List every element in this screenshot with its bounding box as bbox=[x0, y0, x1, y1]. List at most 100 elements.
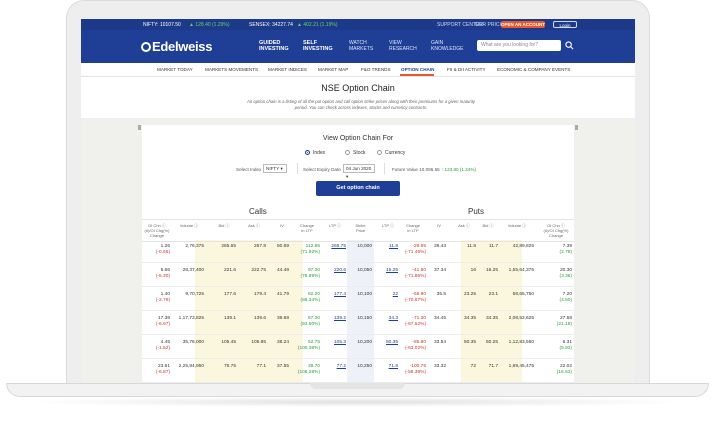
cell-p-ltp[interactable]: 22 bbox=[392, 292, 398, 297]
sub-nav: MARKET TODAY MARKETS MOVEMENTS MARKET IN… bbox=[81, 63, 635, 77]
cell-p-bid: 23.1 bbox=[488, 292, 498, 297]
brand-logo[interactable]: Edelweiss bbox=[141, 39, 212, 54]
view-option-chain-heading: View Option Chain For bbox=[322, 135, 394, 142]
header-call-oi: OI Chn ⓘ (#)/OI Chg(%) Change bbox=[144, 223, 170, 238]
sensex-value: SENSEX: 34227.74 bbox=[249, 22, 293, 28]
radio-selected-icon bbox=[305, 150, 310, 155]
main-nav: Edelweiss GUIDED INVESTING SELF INVESTING … bbox=[81, 30, 635, 63]
cell-p-iv: 33.54 bbox=[433, 340, 446, 345]
subnav-fii-dii-activity[interactable]: FII & DII ACTIVITY bbox=[447, 67, 486, 72]
radio-empty-icon bbox=[345, 150, 350, 155]
cell-p-iv: 39.43 bbox=[433, 244, 446, 249]
nav-guided-investing[interactable]: GUIDED INVESTING bbox=[259, 40, 289, 52]
cell-p-ltp[interactable]: 34.3 bbox=[388, 316, 398, 321]
header-call-ltp: LTP ⓘ bbox=[328, 223, 342, 228]
cell-c-iv: 39.68 bbox=[276, 316, 289, 321]
subnav-fo-trends[interactable]: F&O TRENDS bbox=[361, 67, 391, 72]
cell-strike: 10,000 bbox=[357, 244, 372, 249]
cell-c-ask: 267.8 bbox=[253, 244, 266, 249]
cell-c-bid: 265.65 bbox=[221, 244, 236, 249]
puts-highlight bbox=[461, 240, 522, 383]
cell-p-ask: 72 bbox=[470, 364, 476, 369]
cell-strike: 10,050 bbox=[357, 268, 372, 273]
cell-p-bid: 50.25 bbox=[485, 340, 498, 345]
cell-c-ltp[interactable]: 105.3 bbox=[333, 340, 346, 345]
nav-watch-markets[interactable]: WATCH MARKETS bbox=[349, 40, 374, 52]
cell-p-oi: 7.20 (4.50) bbox=[559, 292, 572, 303]
cell-c-oi: 1.26 (-0.65) bbox=[155, 244, 170, 255]
cell-c-ltp[interactable]: 177.4 bbox=[333, 292, 346, 297]
cell-p-chg: -71.30 (-67.52%) bbox=[404, 316, 426, 327]
cell-c-ltp[interactable]: 77.2 bbox=[336, 364, 346, 369]
cell-c-vol: 28,37,400 bbox=[182, 268, 204, 273]
cell-c-ltp[interactable]: 139.2 bbox=[333, 316, 346, 321]
header-strike: Strike Price bbox=[355, 223, 366, 233]
cell-p-iv: 37.34 bbox=[433, 268, 446, 273]
radio-index[interactable]: Index bbox=[305, 150, 325, 156]
header-call-change: Change in LTP bbox=[299, 223, 314, 233]
cell-p-bid: 71.7 bbox=[488, 364, 498, 369]
search-input[interactable]: What are you looking for? bbox=[477, 40, 561, 51]
cell-c-oi: 4.45 (-1.52) bbox=[155, 340, 170, 351]
subnav-economic-events[interactable]: ECONOMIC & COMPANY EVENTS bbox=[497, 67, 571, 72]
subnav-market-today[interactable]: MARKET TODAY bbox=[157, 67, 193, 72]
calls-label: Calls bbox=[249, 207, 267, 216]
nav-gain-knowledge[interactable]: GAIN KNOWLEDGE bbox=[431, 40, 464, 52]
cell-p-iv: 34.45 bbox=[433, 316, 446, 321]
cell-c-ltp[interactable]: 220.6 bbox=[333, 268, 346, 273]
cell-strike: 10,250 bbox=[357, 364, 372, 369]
table-row: 17.38 (-6.97) 1,17,73,825 139.1 139.6 39.68 67… bbox=[142, 312, 574, 335]
sensex-change: ▲ 402.21 (1.19%) bbox=[297, 22, 338, 28]
cell-p-ltp[interactable]: 11.8 bbox=[389, 244, 398, 249]
strike-column-bg bbox=[347, 240, 374, 383]
cell-c-oi: 1.40 (-2.79) bbox=[155, 292, 170, 303]
header-put-oi: OI Chn ⓘ (#)/OI Chg(%) Change bbox=[543, 223, 569, 238]
cell-p-ask: 16 bbox=[470, 268, 476, 273]
nav-self-investing[interactable]: SELF INVESTING bbox=[303, 40, 333, 52]
cell-p-ltp[interactable]: 50.35 bbox=[385, 340, 398, 345]
cell-c-iv: 41.79 bbox=[276, 292, 289, 297]
cell-c-ask: 139.6 bbox=[253, 316, 266, 321]
cell-p-bid: 11.7 bbox=[489, 244, 498, 249]
cell-p-ltp[interactable]: 15.25 bbox=[385, 268, 398, 273]
cell-c-chg: 39.70 (106.28%) bbox=[297, 364, 320, 375]
cell-p-chg: -41.50 (-71.86%) bbox=[404, 268, 426, 279]
radio-currency[interactable]: Currency bbox=[377, 150, 405, 156]
index-select[interactable]: NIFTY ▾ bbox=[263, 164, 287, 173]
subnav-option-chain[interactable]: OPTION CHAIN bbox=[401, 67, 435, 72]
cell-c-bid: 76.75 bbox=[223, 364, 236, 369]
cell-c-ltp[interactable]: 269.75 bbox=[331, 244, 346, 249]
cell-p-chg: -29.55 (-71.46%) bbox=[404, 244, 426, 255]
ticker-bar: NIFTY: 10107.50 ▲ 128.40 (1.29%) SENSEX:… bbox=[81, 19, 635, 30]
nifty-change: ▲ 128.40 (1.29%) bbox=[189, 22, 230, 28]
support-link[interactable]: SUPPORT CENTER bbox=[437, 22, 483, 28]
header-call-bid: Bid ⓘ bbox=[218, 223, 230, 228]
page-description: An option chain is a listing of all the … bbox=[246, 99, 476, 110]
browser-screen: NIFTY: 10107.50 ▲ 128.40 (1.29%) SENSEX:… bbox=[81, 19, 635, 383]
cell-p-chg: -100.75 (-58.38%) bbox=[404, 364, 426, 375]
cell-c-ask: 105.85 bbox=[251, 340, 266, 345]
cell-strike: 10,100 bbox=[357, 292, 372, 297]
subnav-market-map[interactable]: MARKET MAP bbox=[318, 67, 349, 72]
cell-p-ask: 23.25 bbox=[463, 292, 476, 297]
login-button[interactable]: Login bbox=[553, 21, 577, 28]
nav-view-research[interactable]: VIEW RESEARCH bbox=[389, 40, 417, 52]
cell-p-oi: 6.31 (5.93) bbox=[559, 340, 572, 351]
open-account-button[interactable]: OPEN AN ACCOUNT bbox=[501, 21, 545, 28]
subnav-markets-movements[interactable]: MARKETS MOVEMENTS bbox=[205, 67, 259, 72]
table-row: 5.66 (-5.30) 28,37,400 221.6 222.75 44.48 97.3… bbox=[142, 264, 574, 287]
subnav-market-indices[interactable]: MARKET INDICES bbox=[268, 67, 307, 72]
radio-stock[interactable]: Stock bbox=[345, 150, 366, 156]
cell-c-bid: 177.6 bbox=[223, 292, 236, 297]
cell-c-vol: 9,70,725 bbox=[185, 292, 204, 297]
cell-p-oi: 7.39 (2.78) bbox=[559, 244, 572, 255]
expiry-select[interactable]: 04 Jun 2020 ▾ bbox=[343, 164, 375, 179]
cell-c-iv: 37.55 bbox=[276, 364, 289, 369]
cell-c-chg: 67.30 (93.60%) bbox=[300, 316, 320, 327]
search-icon[interactable] bbox=[565, 41, 574, 50]
pricing-link[interactable]: OUR PRICING bbox=[475, 22, 509, 28]
cell-c-iv: 44.48 bbox=[276, 268, 289, 273]
get-option-chain-button[interactable]: Get option chain bbox=[316, 181, 400, 196]
cell-p-ltp[interactable]: 71.8 bbox=[388, 364, 398, 369]
cell-p-iv: 35.5 bbox=[436, 292, 446, 297]
